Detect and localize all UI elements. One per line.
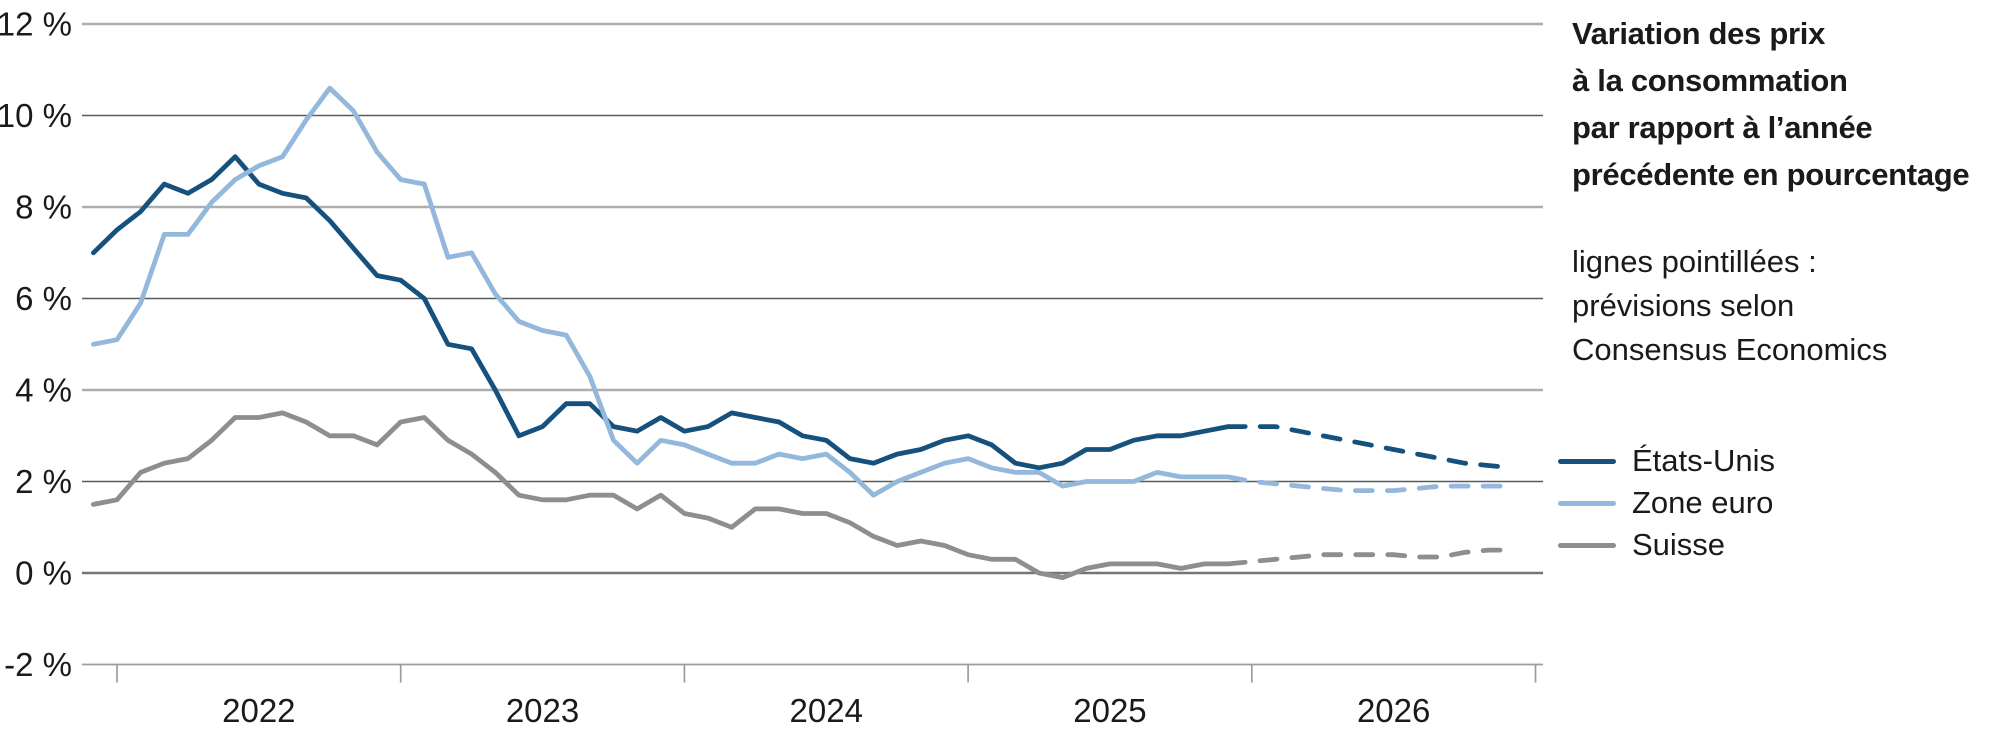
- x-axis-label: 2023: [506, 692, 579, 729]
- series-line-zone-euro: [91, 85, 1231, 498]
- y-axis-label: 10 %: [0, 97, 72, 134]
- legend-item-zone-euro: Zone euro: [1558, 482, 2000, 524]
- legend-label: Suisse: [1632, 527, 1726, 562]
- chart-title-line: par rapport à l’année: [1572, 110, 1873, 145]
- series-line-suisse: [91, 410, 1231, 580]
- legend-swatch-zone-euro: [1558, 500, 1616, 506]
- x-axis-label: 2022: [222, 692, 295, 729]
- legend-swatch-suisse: [1558, 542, 1616, 548]
- legend-item-etats-unis: États-Unis: [1558, 440, 2000, 482]
- y-axis-label: 12 %: [0, 6, 72, 43]
- y-axis-label: 2 %: [15, 463, 72, 500]
- series-line-etats-unis: [91, 154, 1231, 471]
- series-forecast-line-suisse: [1225, 547, 1515, 567]
- y-axis-label: 0 %: [15, 555, 72, 592]
- legend-label: États-Unis: [1632, 443, 1775, 478]
- legend-item-suisse: Suisse: [1558, 524, 2000, 566]
- chart-title-line: à la consommation: [1572, 63, 1848, 98]
- legend: États-Unis Zone euro Suisse: [1558, 440, 2000, 566]
- x-axis-label: 2024: [790, 692, 863, 729]
- chart-subtitle-line: lignes pointillées :: [1572, 244, 1817, 279]
- series-forecast-line-etats-unis: [1225, 424, 1515, 471]
- chart-title: Variation des prix à la consommation par…: [1572, 10, 2000, 198]
- legend-label: Zone euro: [1632, 485, 1774, 520]
- y-axis-label: 6 %: [15, 280, 72, 317]
- y-axis-label: 8 %: [15, 189, 72, 226]
- chart-subtitle: lignes pointillées : prévisions selon Co…: [1572, 240, 2000, 372]
- chart-title-line: précédente en pourcentage: [1572, 157, 1970, 192]
- x-axis-label: 2025: [1073, 692, 1146, 729]
- y-axis-label: 4 %: [15, 372, 72, 409]
- y-axis-label: -2 %: [4, 646, 72, 683]
- series-forecast-line-zone-euro: [1225, 474, 1515, 493]
- legend-swatch-etats-unis: [1558, 458, 1616, 464]
- chart-subtitle-line: Consensus Economics: [1572, 332, 1888, 367]
- chart-title-line: Variation des prix: [1572, 16, 1826, 51]
- chart-subtitle-line: prévisions selon: [1572, 288, 1795, 323]
- side-annotation: Variation des prix à la consommation par…: [1558, 10, 2000, 566]
- x-axis-label: 2026: [1357, 692, 1430, 729]
